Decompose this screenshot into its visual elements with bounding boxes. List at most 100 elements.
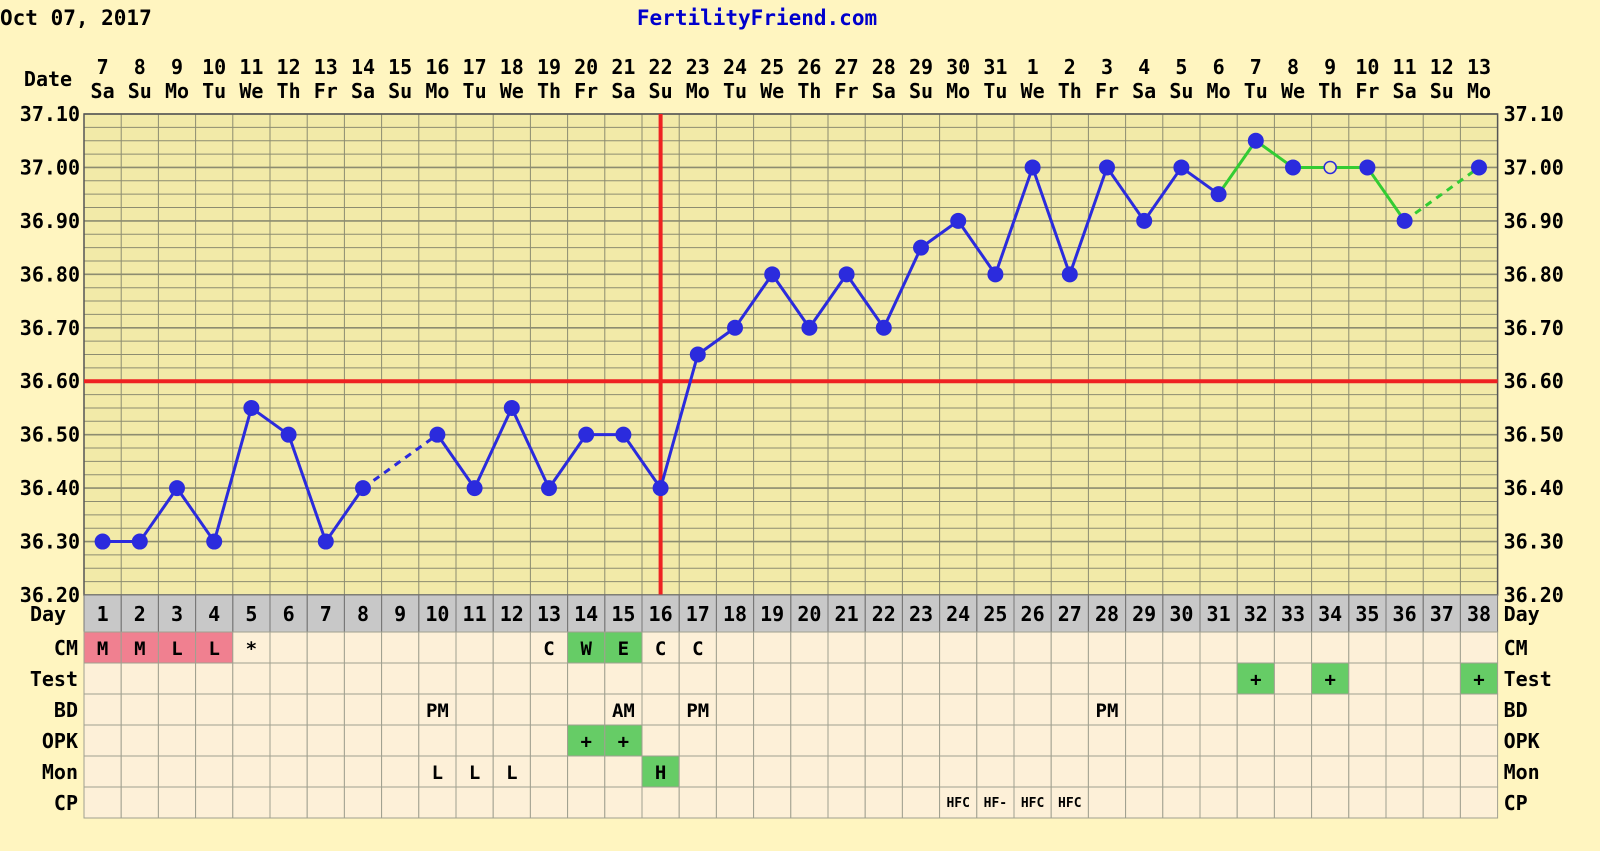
date-label: 7	[1250, 55, 1262, 79]
weekday-label: Fr	[314, 79, 338, 103]
table-cell	[1162, 662, 1201, 695]
table-cell	[232, 693, 271, 726]
table-cell	[492, 724, 531, 757]
day-number: 14	[574, 602, 598, 626]
row-label-left: OPK	[42, 729, 78, 753]
table-cell	[120, 631, 159, 664]
table-cell	[343, 631, 383, 664]
day-number: 21	[835, 602, 859, 626]
date-label: 10	[202, 55, 226, 79]
weekday-label: Su	[1169, 79, 1193, 103]
temperature-point	[1323, 160, 1337, 175]
series-segment	[436, 433, 476, 489]
y-tick-label-right: 37.10	[1504, 102, 1564, 126]
table-cell	[381, 755, 420, 788]
table-cell	[306, 755, 345, 788]
temperature-point	[541, 480, 557, 497]
weekday-label: Th	[797, 79, 821, 103]
table-cell	[1459, 693, 1499, 726]
temperature-point	[1210, 186, 1227, 203]
date-label: 16	[425, 55, 449, 79]
series-segment	[1068, 166, 1109, 275]
table-cell	[1087, 755, 1127, 788]
weekday-label: Th	[277, 79, 301, 103]
day-axis-label-left: Day	[30, 602, 66, 626]
y-tick-label-left: 36.40	[20, 476, 80, 500]
day-number: 36	[1393, 602, 1417, 626]
table-cell	[195, 693, 234, 726]
temperature-point	[1396, 212, 1413, 229]
table-cell	[1013, 662, 1052, 695]
weekday-label: We	[1021, 79, 1045, 103]
table-cell	[455, 631, 494, 664]
table-cell	[976, 786, 1015, 819]
table-cell	[641, 786, 680, 819]
date-label: 27	[835, 55, 859, 79]
table-cell	[418, 786, 457, 819]
weekday-label: Su	[128, 79, 152, 103]
series-segment	[362, 433, 439, 490]
temperature-point	[503, 399, 520, 416]
table-cell	[976, 662, 1015, 695]
day-number: 25	[983, 602, 1007, 626]
table-cell	[232, 631, 271, 664]
table-cell	[1125, 631, 1164, 664]
table-cell	[1273, 786, 1313, 819]
table-cell	[1087, 786, 1127, 819]
temperature-point	[466, 480, 483, 497]
table-cell	[790, 693, 829, 726]
table-cell	[1162, 631, 1201, 664]
table-cell	[306, 631, 345, 664]
day-number: 27	[1058, 602, 1082, 626]
table-cell	[306, 693, 345, 726]
table-cell	[641, 693, 680, 726]
table-cell	[529, 786, 569, 819]
temperature-point	[1061, 266, 1078, 283]
table-cell	[195, 724, 234, 757]
table-cell	[455, 724, 494, 757]
weekday-label: Sa	[611, 79, 635, 103]
date-label: 5	[1175, 55, 1187, 79]
table-cell	[120, 755, 159, 788]
table-cell	[492, 662, 531, 695]
temperature-series	[94, 132, 1487, 550]
cover-and-ovulation-lines	[84, 114, 1498, 595]
series-segment	[622, 433, 662, 489]
table-cell	[120, 662, 159, 695]
site-name: FertilityFriend.com	[637, 6, 877, 30]
date-label: 20	[574, 55, 598, 79]
temperature-point	[1099, 159, 1115, 176]
table-cell	[1199, 724, 1238, 757]
weekday-label: Su	[1430, 79, 1454, 103]
y-tick-label-left: 36.30	[20, 530, 80, 554]
table-cell	[1125, 786, 1164, 819]
table-cell	[604, 786, 643, 819]
temperature-point	[317, 533, 334, 550]
date-label: 1	[1027, 55, 1039, 79]
y-tick-label-right: 36.30	[1504, 530, 1564, 554]
day-number: 18	[723, 602, 747, 626]
temperature-point	[652, 480, 669, 497]
table-cell	[567, 786, 606, 819]
plot-grid	[83, 113, 1499, 596]
weekday-label: Th	[537, 79, 561, 103]
temperature-point	[169, 480, 185, 497]
weekday-label: Sa	[91, 79, 115, 103]
table-cell	[1087, 631, 1127, 664]
weekday-label: We	[239, 79, 263, 103]
table-cell	[1459, 755, 1499, 788]
day-number: 13	[537, 602, 561, 626]
table-cell	[157, 755, 197, 788]
series-segment	[808, 273, 848, 329]
table-cell	[1385, 662, 1424, 695]
table-cell	[678, 724, 717, 757]
series-segment	[473, 407, 514, 489]
weekday-label: Th	[1318, 79, 1342, 103]
table-cell	[641, 724, 680, 757]
temperature-point	[94, 533, 111, 550]
series-segment	[882, 246, 923, 329]
temperature-point	[727, 319, 743, 336]
table-cell	[678, 693, 717, 726]
day-number: 32	[1244, 602, 1268, 626]
date-label: 22	[649, 55, 673, 79]
